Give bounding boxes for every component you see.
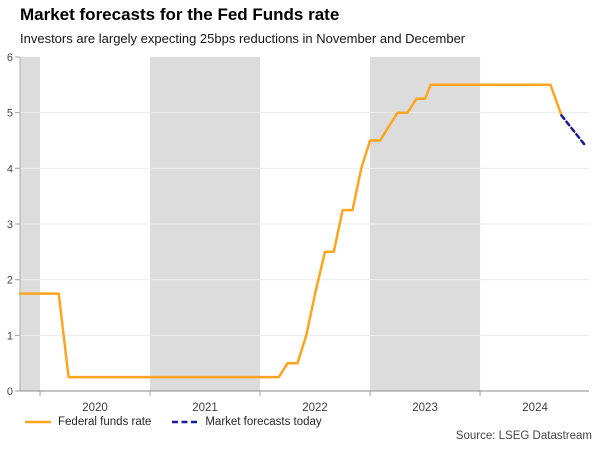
legend-swatch-dashed-line xyxy=(172,420,199,424)
legend-item-market-forecasts-today: Market forecasts today xyxy=(172,416,322,428)
y-tick-label: 4 xyxy=(7,163,13,175)
chart-title: Market forecasts for the Fed Funds rate xyxy=(20,5,340,24)
x-tick-label: 2020 xyxy=(82,402,108,414)
y-tick-label: 6 xyxy=(7,52,13,64)
legend-swatch-solid-line xyxy=(25,420,51,424)
x-tick-label: 2024 xyxy=(522,402,548,414)
series-market-forecasts-today xyxy=(560,114,587,148)
y-tick-label: 5 xyxy=(7,108,13,120)
legend-label: Federal funds rate xyxy=(58,416,152,428)
chart-legend: Federal funds rate Market forecasts today xyxy=(25,416,322,428)
y-tick-label: 0 xyxy=(7,386,13,398)
y-tick-label: 3 xyxy=(7,219,13,231)
x-tick-label: 2023 xyxy=(412,402,438,414)
series-federal-funds-rate xyxy=(18,83,563,379)
legend-label: Market forecasts today xyxy=(205,416,322,428)
legend-item-federal-funds-rate: Federal funds rate xyxy=(25,416,151,428)
x-tick-label: 2021 xyxy=(192,402,218,414)
chart-subtitle: Investors are largely expecting 25bps re… xyxy=(20,31,466,46)
y-tick-label: 2 xyxy=(7,275,13,287)
x-tick-label: 2022 xyxy=(302,402,328,414)
source-credit: Source: LSEG Datastream xyxy=(455,430,592,442)
y-tick-label: 1 xyxy=(7,330,13,342)
